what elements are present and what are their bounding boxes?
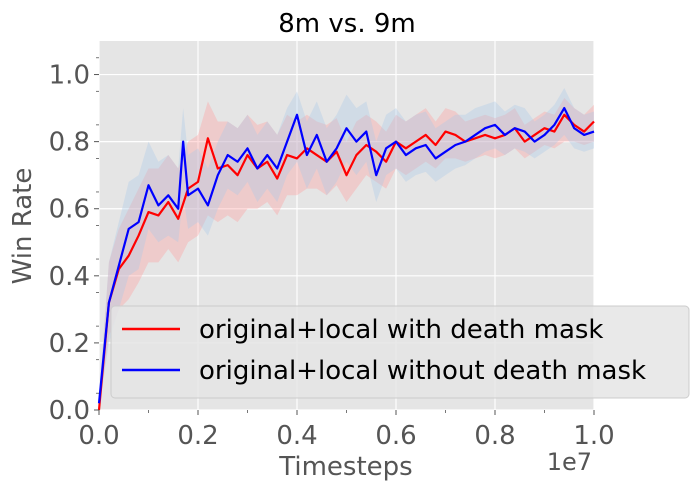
legend-label-with-death-mask: original+local with death mask	[199, 315, 603, 345]
y-tick-label: 1.0	[49, 61, 90, 91]
x-tick-label: 1.0	[573, 421, 614, 451]
legend: original+local with death mask original+…	[110, 305, 690, 399]
legend-box	[110, 305, 690, 399]
line-without-death-mask	[97, 106, 595, 404]
x-axis-offset-label: 1e7	[547, 448, 592, 476]
y-tick-label: 0.8	[49, 128, 90, 158]
confidence-bands	[99, 87, 594, 411]
y-tick-label: 0.4	[49, 262, 90, 292]
y-tick-label: 0.0	[49, 396, 90, 426]
band-with-death-mask	[99, 98, 594, 410]
band-without-death-mask	[99, 87, 594, 411]
legend-label-without-death-mask: original+local without death mask	[199, 356, 646, 386]
x-axis-label: Timesteps	[278, 452, 412, 482]
axis-ticks: 0.0 0.2 0.4 0.6 0.8 1.0 0.0 0.2 0.4 0.6 0.8 1.0	[49, 57, 615, 451]
x-tick-label: 0.8	[474, 421, 515, 451]
x-tick-label: 0.2	[177, 421, 218, 451]
series-lines	[97, 106, 595, 411]
x-tick-label: 0.0	[78, 421, 119, 451]
x-tick-label: 0.6	[375, 421, 416, 451]
y-axis-label: Win Rate	[8, 168, 38, 285]
y-tick-label: 0.2	[49, 329, 90, 359]
x-tick-label: 0.4	[276, 421, 317, 451]
y-tick-label: 0.6	[49, 195, 90, 225]
chart-title: 8m vs. 9m	[278, 9, 415, 39]
